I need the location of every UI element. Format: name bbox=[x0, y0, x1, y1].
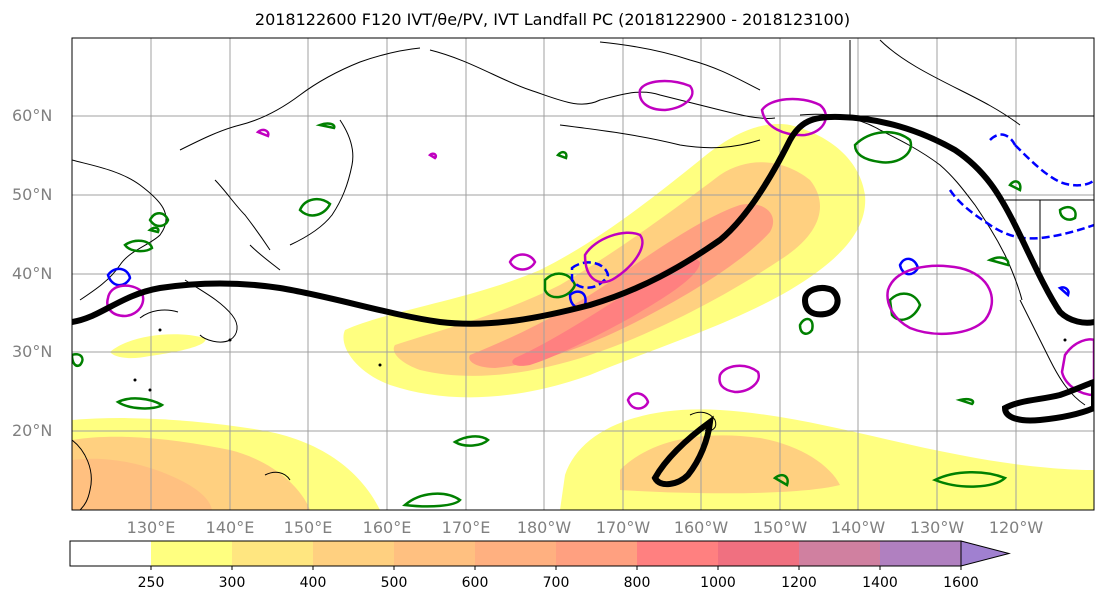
lon-label-170e: 170°E bbox=[441, 518, 491, 537]
lon-label-130e: 130°E bbox=[126, 518, 176, 537]
colorbar-tick-1200: 1200 bbox=[781, 575, 817, 591]
colorbar-tick-800: 800 bbox=[623, 575, 651, 591]
colorbar-tick-400: 400 bbox=[299, 575, 327, 591]
theta-e-contours-magenta bbox=[106, 79, 1094, 410]
lat-label-20n: 20°N bbox=[12, 421, 53, 440]
island-markers bbox=[133, 328, 1067, 392]
lon-label-140w: 140°W bbox=[830, 518, 886, 537]
lon-label-170w: 170°W bbox=[595, 518, 651, 537]
colorbar-tick-1600: 1600 bbox=[943, 575, 979, 591]
lon-label-140e: 140°E bbox=[205, 518, 255, 537]
colorbar-tick-1400: 1400 bbox=[862, 575, 898, 591]
colorbar-tick-250: 250 bbox=[137, 575, 165, 591]
lon-label-130w: 130°W bbox=[909, 518, 965, 537]
map-title: 2018122600 F120 IVT/θe/PV, IVT Landfall … bbox=[254, 10, 851, 29]
colorbar-tick-600: 600 bbox=[461, 575, 489, 591]
ivt-fill-ar-inner bbox=[469, 204, 774, 368]
ivt-fill-south-band-core bbox=[72, 458, 212, 510]
lat-label-60n: 60°N bbox=[12, 106, 53, 125]
coastlines bbox=[72, 39, 1094, 510]
graticule bbox=[72, 38, 1094, 510]
lon-label-150e: 150°E bbox=[283, 518, 333, 537]
colorbar-tick-1000: 1000 bbox=[700, 575, 736, 591]
colorbar-tick-300: 300 bbox=[218, 575, 246, 591]
lon-label-160e: 160°E bbox=[362, 518, 412, 537]
lat-label-50n: 50°N bbox=[12, 185, 53, 204]
colorbar-tick-500: 500 bbox=[380, 575, 408, 591]
lon-label-150w: 150°W bbox=[752, 518, 808, 537]
lon-label-160w: 160°W bbox=[673, 518, 729, 537]
lat-label-40n: 40°N bbox=[12, 264, 53, 283]
colorbar-tick-700: 700 bbox=[542, 575, 570, 591]
ivt-fill-ar-core bbox=[512, 259, 700, 366]
lat-label-30n: 30°N bbox=[12, 342, 53, 361]
lon-label-180w: 180°W bbox=[516, 518, 572, 537]
lon-label-120w: 120°W bbox=[988, 518, 1044, 537]
ivt-landfall-pc-contour bbox=[72, 113, 1094, 488]
